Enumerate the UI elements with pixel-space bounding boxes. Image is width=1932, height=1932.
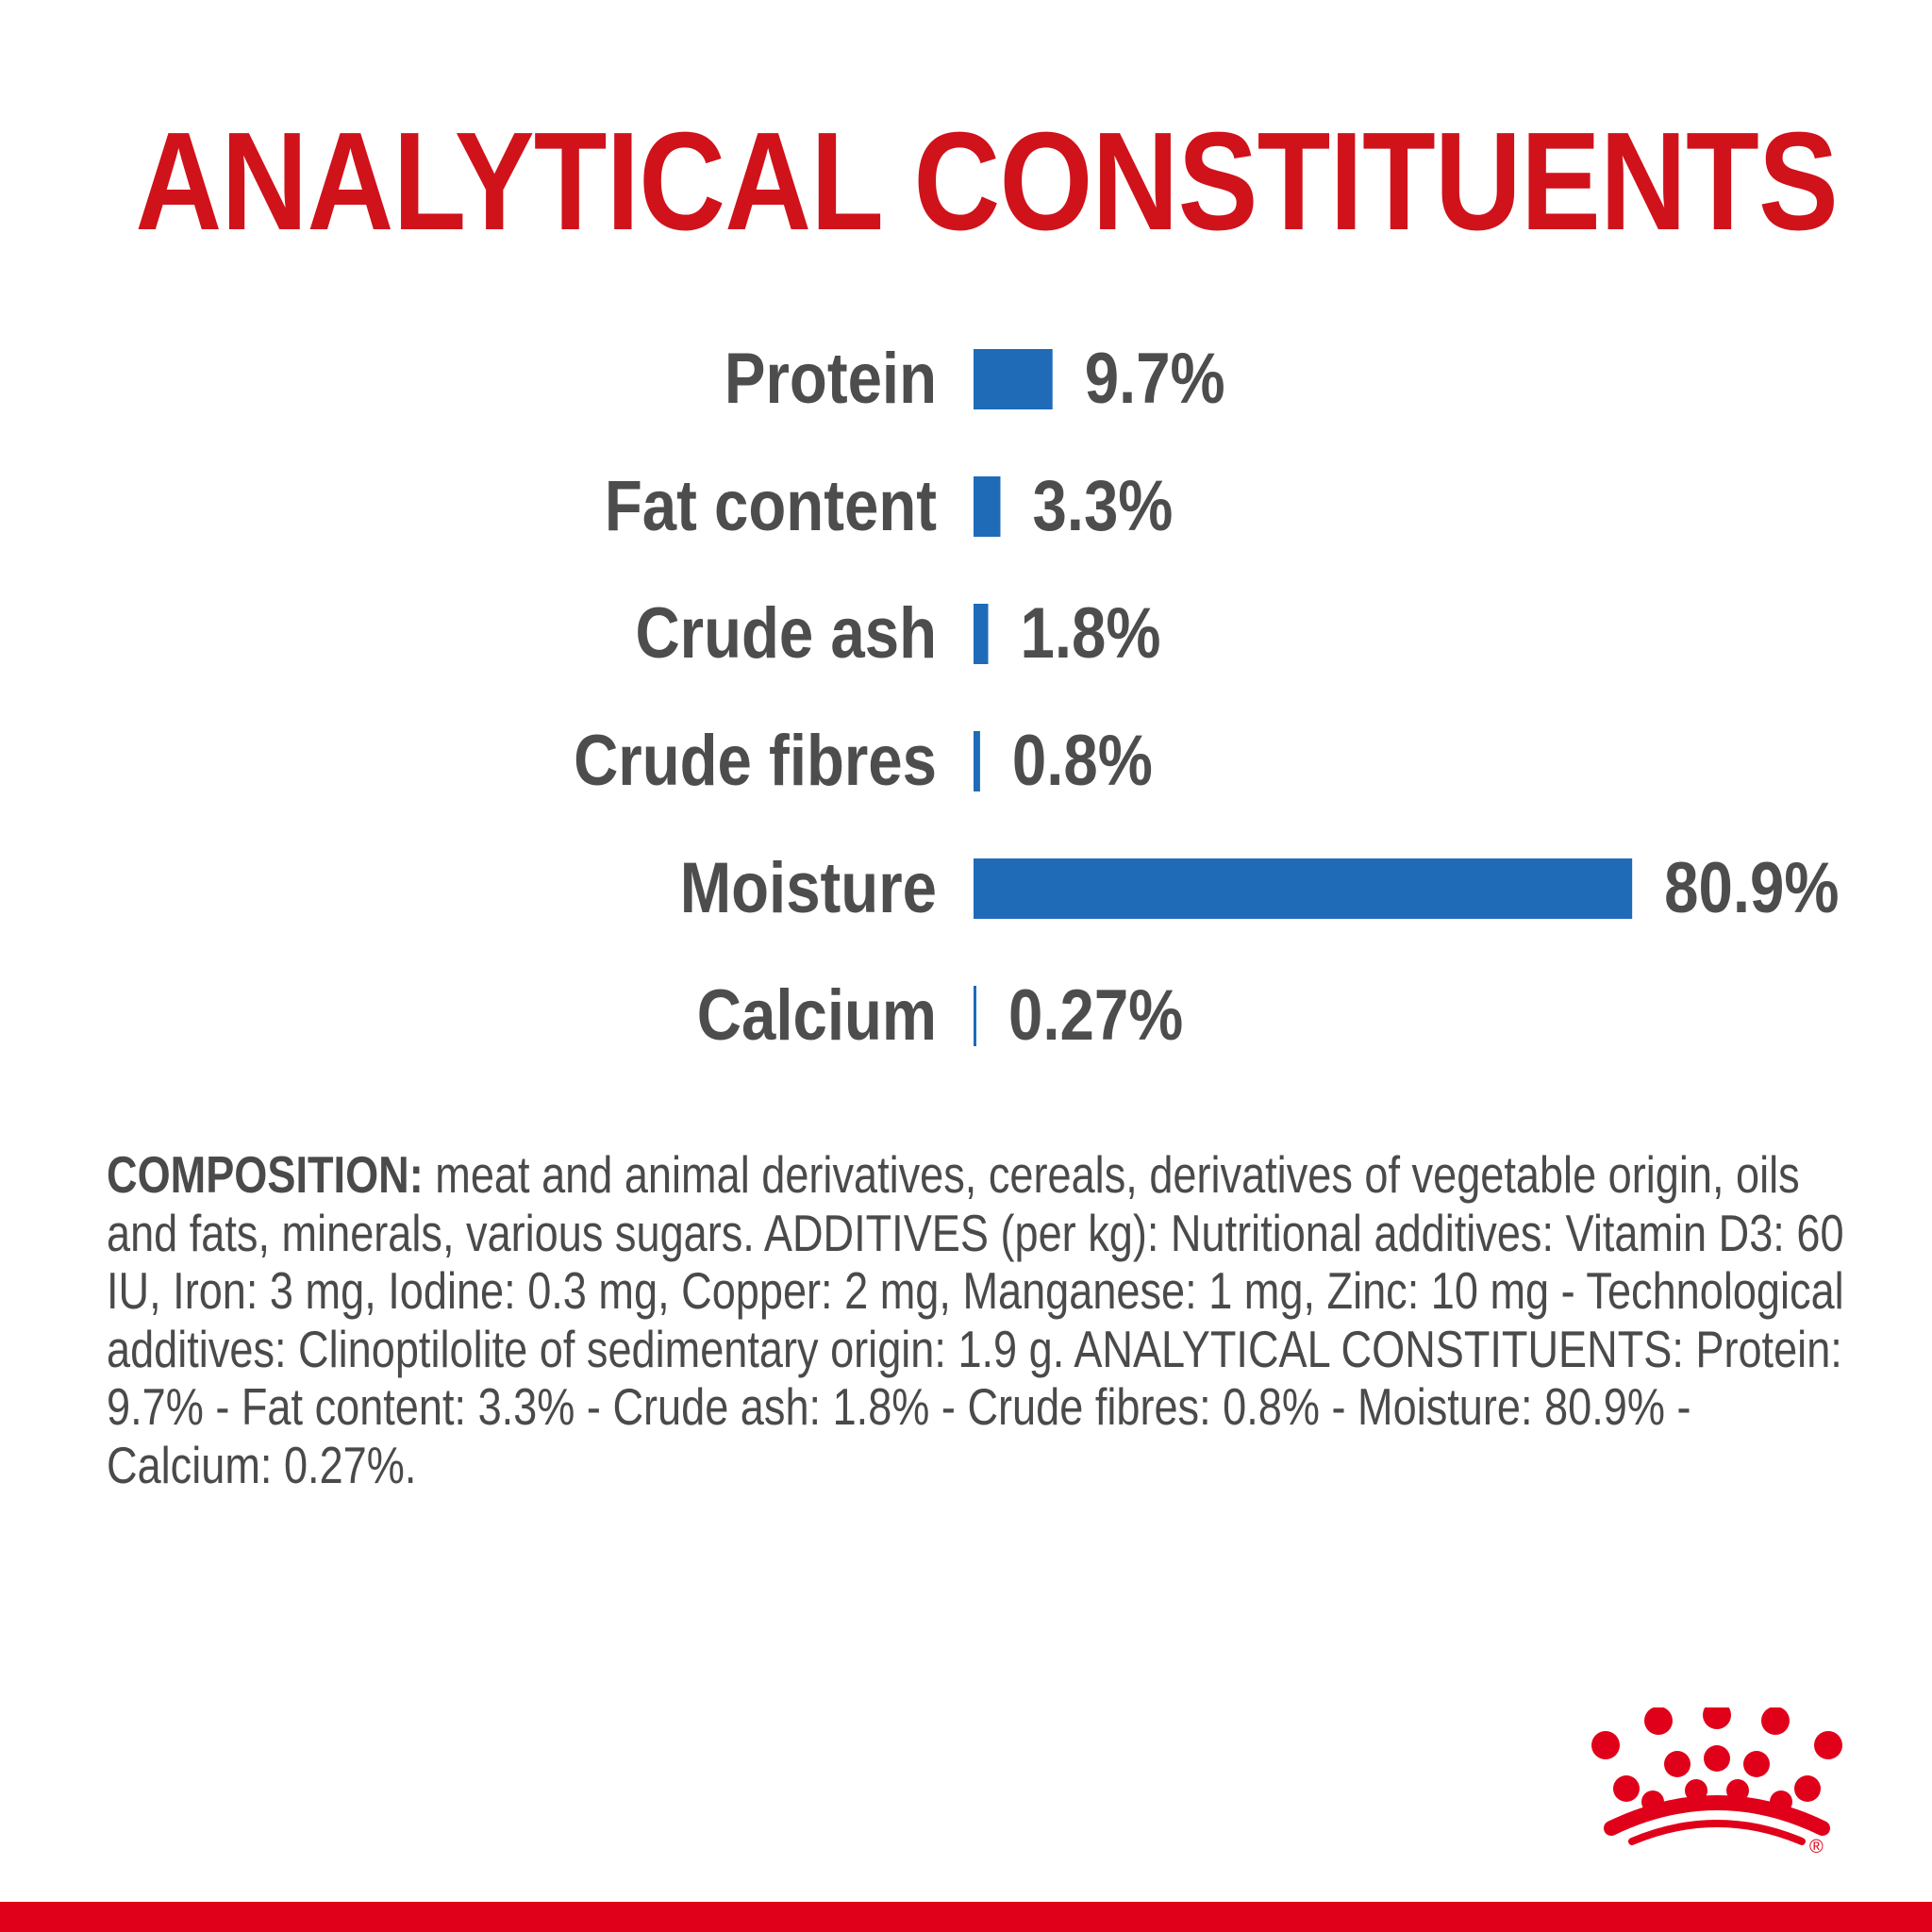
category-label: Crude fibres	[574, 722, 937, 802]
crown-dot	[1794, 1775, 1821, 1802]
bottom-brand-bar	[0, 1902, 1932, 1932]
crown-dot	[1704, 1745, 1730, 1772]
crown-dot	[1743, 1751, 1770, 1777]
value-label: 1.8%	[1021, 594, 1161, 675]
composition-body: meat and animal derivatives, cereals, de…	[107, 1145, 1844, 1494]
composition-lead: COMPOSITION:	[107, 1145, 424, 1204]
category-label: Crude ash	[635, 594, 937, 675]
crown-dot	[1814, 1731, 1842, 1759]
composition-text: COMPOSITION: meat and animal derivatives…	[107, 1145, 1861, 1494]
bar	[974, 349, 1053, 409]
value-label: 80.9%	[1664, 849, 1839, 929]
crown-dot	[1613, 1775, 1640, 1802]
crown-dot	[1703, 1707, 1731, 1729]
value-label: 0.8%	[1012, 722, 1153, 802]
bar	[974, 604, 989, 664]
category-label: Moisture	[680, 849, 937, 929]
bar	[974, 986, 976, 1046]
crown-logo-icon: ®	[1591, 1707, 1842, 1857]
constituents-bar-chart: Protein 9.7% Fat content 3.3% Crude ash 1.8% C…	[574, 340, 1839, 1057]
value-label: 0.27%	[1008, 976, 1183, 1057]
bar	[974, 731, 980, 791]
crown-dot	[1664, 1751, 1690, 1777]
crown-dot	[1644, 1707, 1673, 1735]
bar	[974, 858, 1633, 919]
bar	[974, 476, 1001, 537]
crown-dot	[1761, 1707, 1790, 1735]
value-label: 9.7%	[1085, 340, 1225, 420]
category-label: Protein	[724, 340, 937, 420]
crown-dot	[1591, 1731, 1620, 1759]
value-label: 3.3%	[1032, 467, 1173, 547]
category-label: Calcium	[697, 976, 937, 1057]
registered-mark: ®	[1809, 1837, 1824, 1857]
page-title: ANALYTICAL CONSTITUENTS	[135, 104, 1839, 259]
category-label: Fat content	[605, 467, 937, 547]
